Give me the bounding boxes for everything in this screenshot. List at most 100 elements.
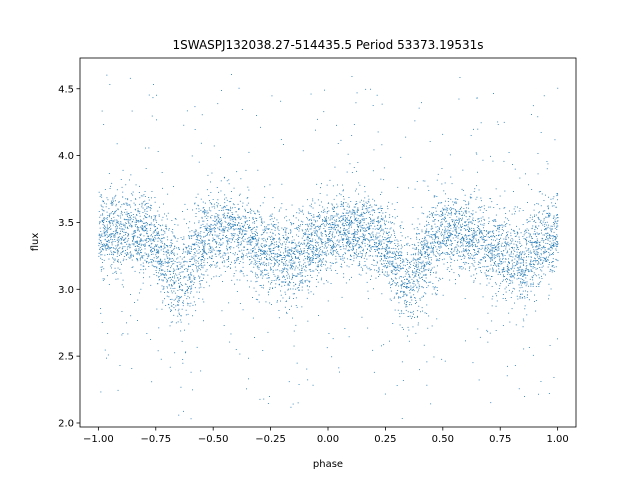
data-point xyxy=(110,222,111,224)
data-point xyxy=(311,234,313,236)
data-point xyxy=(331,226,333,228)
data-point xyxy=(268,236,270,238)
data-point xyxy=(128,245,130,247)
data-point xyxy=(555,242,556,244)
data-point xyxy=(321,235,323,237)
data-point xyxy=(500,282,502,284)
data-point xyxy=(491,248,493,250)
data-point xyxy=(277,228,279,230)
data-point xyxy=(490,250,492,252)
data-point xyxy=(545,194,546,196)
data-point xyxy=(130,251,131,253)
data-point xyxy=(162,248,164,250)
data-point xyxy=(195,229,197,231)
data-point xyxy=(524,274,526,276)
data-point xyxy=(180,284,182,285)
data-point xyxy=(268,294,269,296)
data-point xyxy=(321,238,323,240)
data-point xyxy=(256,218,258,219)
data-point xyxy=(249,259,251,260)
data-point xyxy=(402,296,404,297)
data-point xyxy=(339,246,341,248)
data-point xyxy=(251,238,253,240)
data-point xyxy=(296,228,298,229)
data-point xyxy=(409,276,411,278)
data-point xyxy=(343,208,345,210)
data-point xyxy=(548,214,550,216)
data-point xyxy=(556,195,558,197)
data-point xyxy=(418,107,420,109)
data-point xyxy=(128,256,130,258)
data-point xyxy=(336,273,338,274)
data-point xyxy=(391,262,393,264)
data-point xyxy=(381,263,382,265)
data-point xyxy=(457,259,458,261)
data-point xyxy=(242,258,244,260)
data-point xyxy=(325,234,327,235)
data-point xyxy=(226,205,228,207)
data-point xyxy=(255,234,256,235)
data-point xyxy=(295,217,297,219)
data-point xyxy=(417,218,419,220)
data-point xyxy=(399,264,400,266)
data-point xyxy=(473,274,475,276)
data-point xyxy=(444,205,446,207)
data-point xyxy=(295,246,296,248)
data-point xyxy=(400,257,401,259)
data-point xyxy=(478,228,480,230)
data-point xyxy=(289,248,290,250)
data-point xyxy=(245,169,247,171)
data-point xyxy=(130,253,132,255)
data-point xyxy=(166,228,167,230)
data-point xyxy=(394,277,396,279)
data-point xyxy=(463,238,465,240)
data-point xyxy=(240,178,242,180)
data-point xyxy=(304,232,306,234)
data-point xyxy=(509,279,510,281)
data-point xyxy=(513,265,515,267)
data-point xyxy=(291,242,292,244)
data-point xyxy=(349,244,350,246)
data-point xyxy=(321,240,322,242)
data-point xyxy=(145,260,147,262)
data-point xyxy=(378,232,380,234)
data-point xyxy=(387,237,389,239)
data-point xyxy=(131,233,133,235)
data-point xyxy=(386,263,387,264)
data-point xyxy=(293,274,294,276)
data-point xyxy=(117,214,119,216)
data-point xyxy=(261,270,263,272)
data-point xyxy=(98,245,100,247)
data-point xyxy=(384,257,386,259)
data-point xyxy=(357,221,359,223)
data-point xyxy=(524,229,526,231)
data-point xyxy=(239,200,241,202)
data-point xyxy=(241,109,243,110)
data-point xyxy=(345,238,347,240)
data-point xyxy=(182,362,184,364)
data-point xyxy=(490,252,492,254)
data-point xyxy=(316,248,317,250)
data-point xyxy=(202,249,204,251)
data-point xyxy=(195,233,197,235)
data-point xyxy=(185,309,187,311)
data-point xyxy=(432,220,434,222)
data-point xyxy=(226,241,228,243)
data-point xyxy=(409,261,411,263)
data-point xyxy=(103,218,105,219)
data-point xyxy=(239,193,241,195)
data-point xyxy=(195,241,197,243)
data-point xyxy=(375,255,377,257)
data-point xyxy=(209,200,210,202)
data-point xyxy=(298,230,300,232)
data-point xyxy=(430,243,432,245)
data-point xyxy=(357,209,359,211)
data-point xyxy=(168,296,170,298)
data-point xyxy=(163,245,165,247)
data-point xyxy=(513,277,515,279)
data-point xyxy=(462,245,464,247)
data-point xyxy=(135,250,137,252)
data-point xyxy=(264,274,266,276)
data-point xyxy=(330,253,332,255)
data-point xyxy=(555,238,557,240)
